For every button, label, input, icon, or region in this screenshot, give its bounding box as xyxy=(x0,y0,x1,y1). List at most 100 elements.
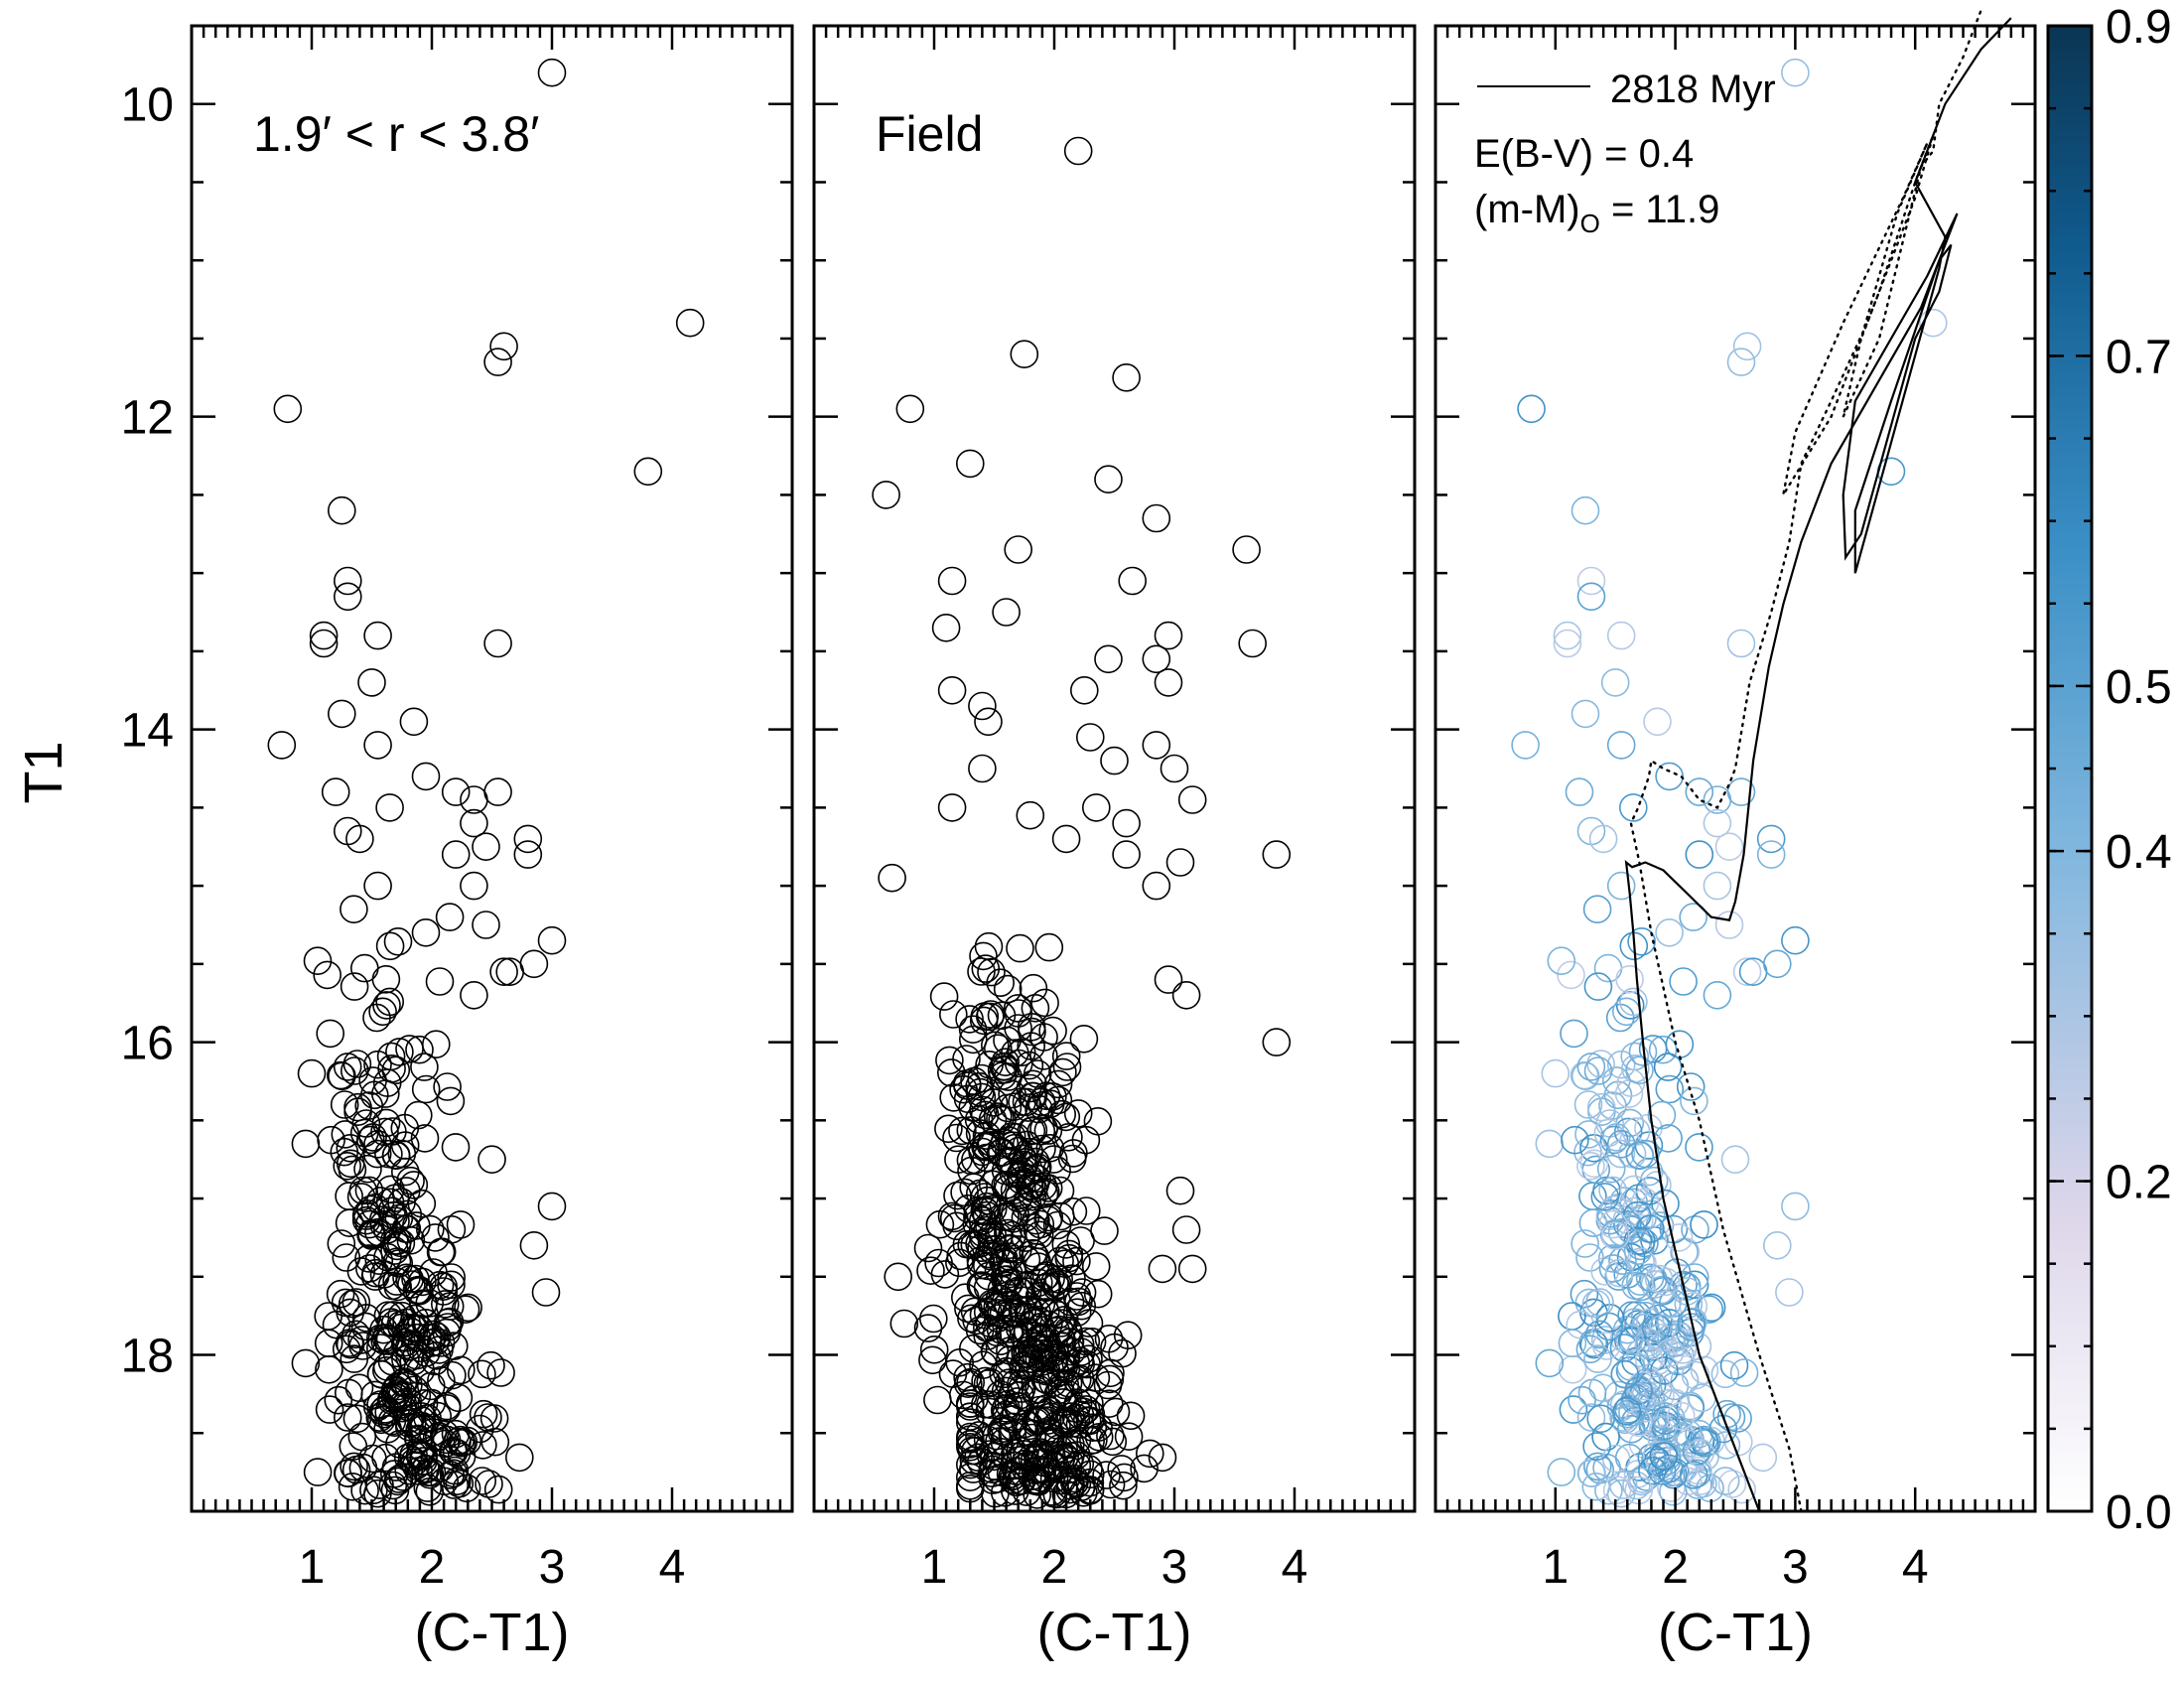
field-region-label: Field xyxy=(876,106,983,162)
star-marker xyxy=(977,957,1006,987)
star-marker xyxy=(1020,1445,1049,1475)
star-marker xyxy=(1653,1053,1683,1081)
star-marker xyxy=(995,1234,1024,1264)
star-marker xyxy=(1142,871,1171,901)
star-marker xyxy=(1092,1461,1121,1489)
star-marker xyxy=(483,629,512,658)
star-marker xyxy=(1018,1183,1047,1211)
star-marker xyxy=(884,1262,913,1292)
star-marker xyxy=(1065,1449,1095,1478)
star-marker xyxy=(1057,1144,1087,1174)
star-marker xyxy=(327,495,356,525)
star-marker xyxy=(333,1459,362,1487)
star-marker xyxy=(978,1291,1008,1321)
star-marker xyxy=(1048,1057,1077,1087)
star-marker xyxy=(1118,566,1147,596)
x-tick-label: 4 xyxy=(1902,1541,1929,1594)
star-marker xyxy=(993,974,1023,1004)
star-marker xyxy=(392,1214,422,1243)
annulus-x-axis-title: (C-T1) xyxy=(415,1603,570,1662)
star-marker xyxy=(513,824,543,854)
colorbar-tick-label: 0.7 xyxy=(2106,331,2172,383)
star-marker xyxy=(1781,58,1810,87)
star-marker xyxy=(1597,1244,1627,1273)
star-marker xyxy=(372,1352,402,1381)
star-marker xyxy=(495,957,525,987)
star-marker xyxy=(339,1432,368,1461)
star-marker xyxy=(962,1306,991,1336)
star-marker xyxy=(1062,1246,1091,1276)
star-marker xyxy=(1160,754,1189,783)
star-marker xyxy=(1649,1442,1679,1471)
star-marker xyxy=(1142,731,1171,760)
star-marker xyxy=(1606,1130,1636,1159)
star-marker xyxy=(1110,1463,1139,1492)
star-marker xyxy=(977,1289,1007,1319)
star-marker xyxy=(291,1348,321,1378)
star-marker xyxy=(421,1223,450,1252)
star-marker xyxy=(1674,1290,1704,1319)
star-marker xyxy=(375,793,404,822)
x-tick-label: 3 xyxy=(1161,1541,1188,1594)
star-marker xyxy=(314,1329,343,1358)
star-marker xyxy=(986,1138,1016,1168)
colorbar-tick-label: 0.0 xyxy=(2106,1486,2172,1539)
star-marker xyxy=(948,1116,977,1146)
star-marker xyxy=(341,1320,370,1349)
star-marker xyxy=(413,1474,443,1502)
x-tick-label: 2 xyxy=(1041,1541,1068,1594)
star-marker xyxy=(1039,1345,1068,1375)
star-marker xyxy=(931,613,961,642)
star-marker xyxy=(1703,808,1732,838)
star-marker xyxy=(384,1203,414,1233)
star-marker xyxy=(1076,1406,1105,1436)
star-marker xyxy=(441,840,471,869)
star-marker xyxy=(363,1050,392,1079)
star-marker xyxy=(1165,848,1195,877)
star-marker xyxy=(366,1405,396,1435)
star-marker xyxy=(406,1356,436,1385)
star-marker xyxy=(1559,1395,1588,1424)
star-marker xyxy=(1606,731,1636,760)
star-marker xyxy=(1262,1028,1292,1056)
star-marker xyxy=(1011,1148,1040,1177)
star-marker xyxy=(1024,1443,1052,1472)
star-marker xyxy=(1070,675,1099,705)
star-marker xyxy=(375,931,405,961)
star-marker xyxy=(431,1429,460,1459)
star-marker xyxy=(1570,1279,1599,1309)
star-marker xyxy=(1036,1441,1066,1470)
star-marker xyxy=(1553,629,1582,658)
star-marker xyxy=(1016,800,1045,830)
star-marker xyxy=(340,895,368,924)
star-marker xyxy=(433,1072,462,1101)
star-marker xyxy=(1030,988,1059,1018)
star-marker xyxy=(361,1258,390,1288)
star-marker xyxy=(1616,1352,1645,1381)
star-marker xyxy=(460,980,488,1010)
star-marker xyxy=(442,1439,472,1468)
star-marker xyxy=(1625,1055,1654,1085)
star-marker xyxy=(468,1359,496,1389)
star-marker xyxy=(983,1034,1013,1062)
star-marker xyxy=(929,982,959,1011)
star-marker xyxy=(923,1385,952,1415)
star-marker xyxy=(1040,1268,1069,1298)
star-marker xyxy=(1054,1123,1083,1152)
star-marker xyxy=(1112,840,1141,869)
star-marker xyxy=(354,1254,384,1283)
star-marker xyxy=(1148,1443,1177,1473)
star-marker xyxy=(1581,1289,1611,1319)
star-marker xyxy=(1004,535,1032,564)
decontaminated-x-axis-title: (C-T1) xyxy=(1658,1603,1813,1662)
star-marker xyxy=(441,1419,471,1449)
star-marker xyxy=(345,824,374,854)
star-marker xyxy=(993,1026,1022,1055)
star-marker xyxy=(1682,1437,1711,1466)
star-marker xyxy=(383,1467,413,1496)
star-marker xyxy=(460,808,488,838)
star-marker xyxy=(1066,1226,1095,1255)
star-marker xyxy=(1028,1347,1057,1376)
star-marker xyxy=(303,1458,333,1486)
star-marker xyxy=(895,394,925,424)
